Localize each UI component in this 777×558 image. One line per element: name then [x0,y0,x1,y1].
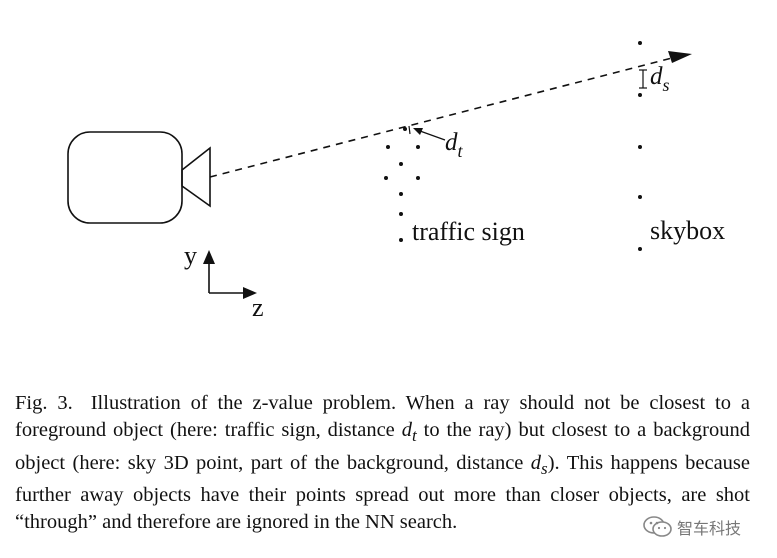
caption-text-part3: ). This happens because further away obj… [15,451,750,534]
d-t-arrow [419,130,446,141]
caption-text-part1: Illustration of the z-value problem. Whe… [15,392,750,441]
d-t-label: dt [445,129,464,161]
z-axis-label: z [252,293,264,322]
traffic-sign-point [416,145,420,149]
caption-dt-symbol: dt [401,418,417,445]
figure-caption: Fig. 3. Illustration of the z-value probl… [15,390,750,536]
d-s-label: ds [650,63,670,95]
traffic-sign-point [399,192,403,196]
skybox-point [638,41,642,45]
traffic-sign-point [399,162,403,166]
watermark-text: 智车科技 [677,519,742,538]
traffic-sign-points [384,127,420,242]
wechat-logo-icon [643,516,672,537]
camera-icon [67,131,211,224]
traffic-sign-point [399,238,403,242]
caption-ds-symbol: ds [530,451,548,478]
skybox-point [638,247,642,251]
caption-text-part2: to the ray) but closest to a background … [15,418,750,474]
camera-lens [181,146,211,208]
skybox-point [638,93,642,97]
camera-body [67,131,183,224]
z-axis-arrowhead [243,287,257,299]
y-axis-label: y [184,241,197,270]
camera-ray [209,57,673,178]
coordinate-axes: y z [184,241,264,322]
d-t-marker [408,125,411,135]
illustration-figure: dt ds traffic sign skybox y z [67,41,725,322]
skybox-point [638,145,642,149]
skybox-label: skybox [650,216,725,245]
traffic-sign-point [399,212,403,216]
traffic-sign-point [386,145,390,149]
d-t-arrowhead [413,128,423,135]
figure-reference: Fig. 3. [15,392,73,414]
skybox-point [638,195,642,199]
y-axis-arrowhead [203,250,215,264]
watermark: 智车科技 [643,512,761,542]
traffic-sign-point [384,176,388,180]
traffic-sign-point [403,127,407,131]
traffic-sign-point [416,176,420,180]
d-s-bracket [639,69,647,89]
skybox-points [638,41,642,251]
traffic-sign-label: traffic sign [412,217,525,246]
ray-arrowhead [668,51,692,63]
